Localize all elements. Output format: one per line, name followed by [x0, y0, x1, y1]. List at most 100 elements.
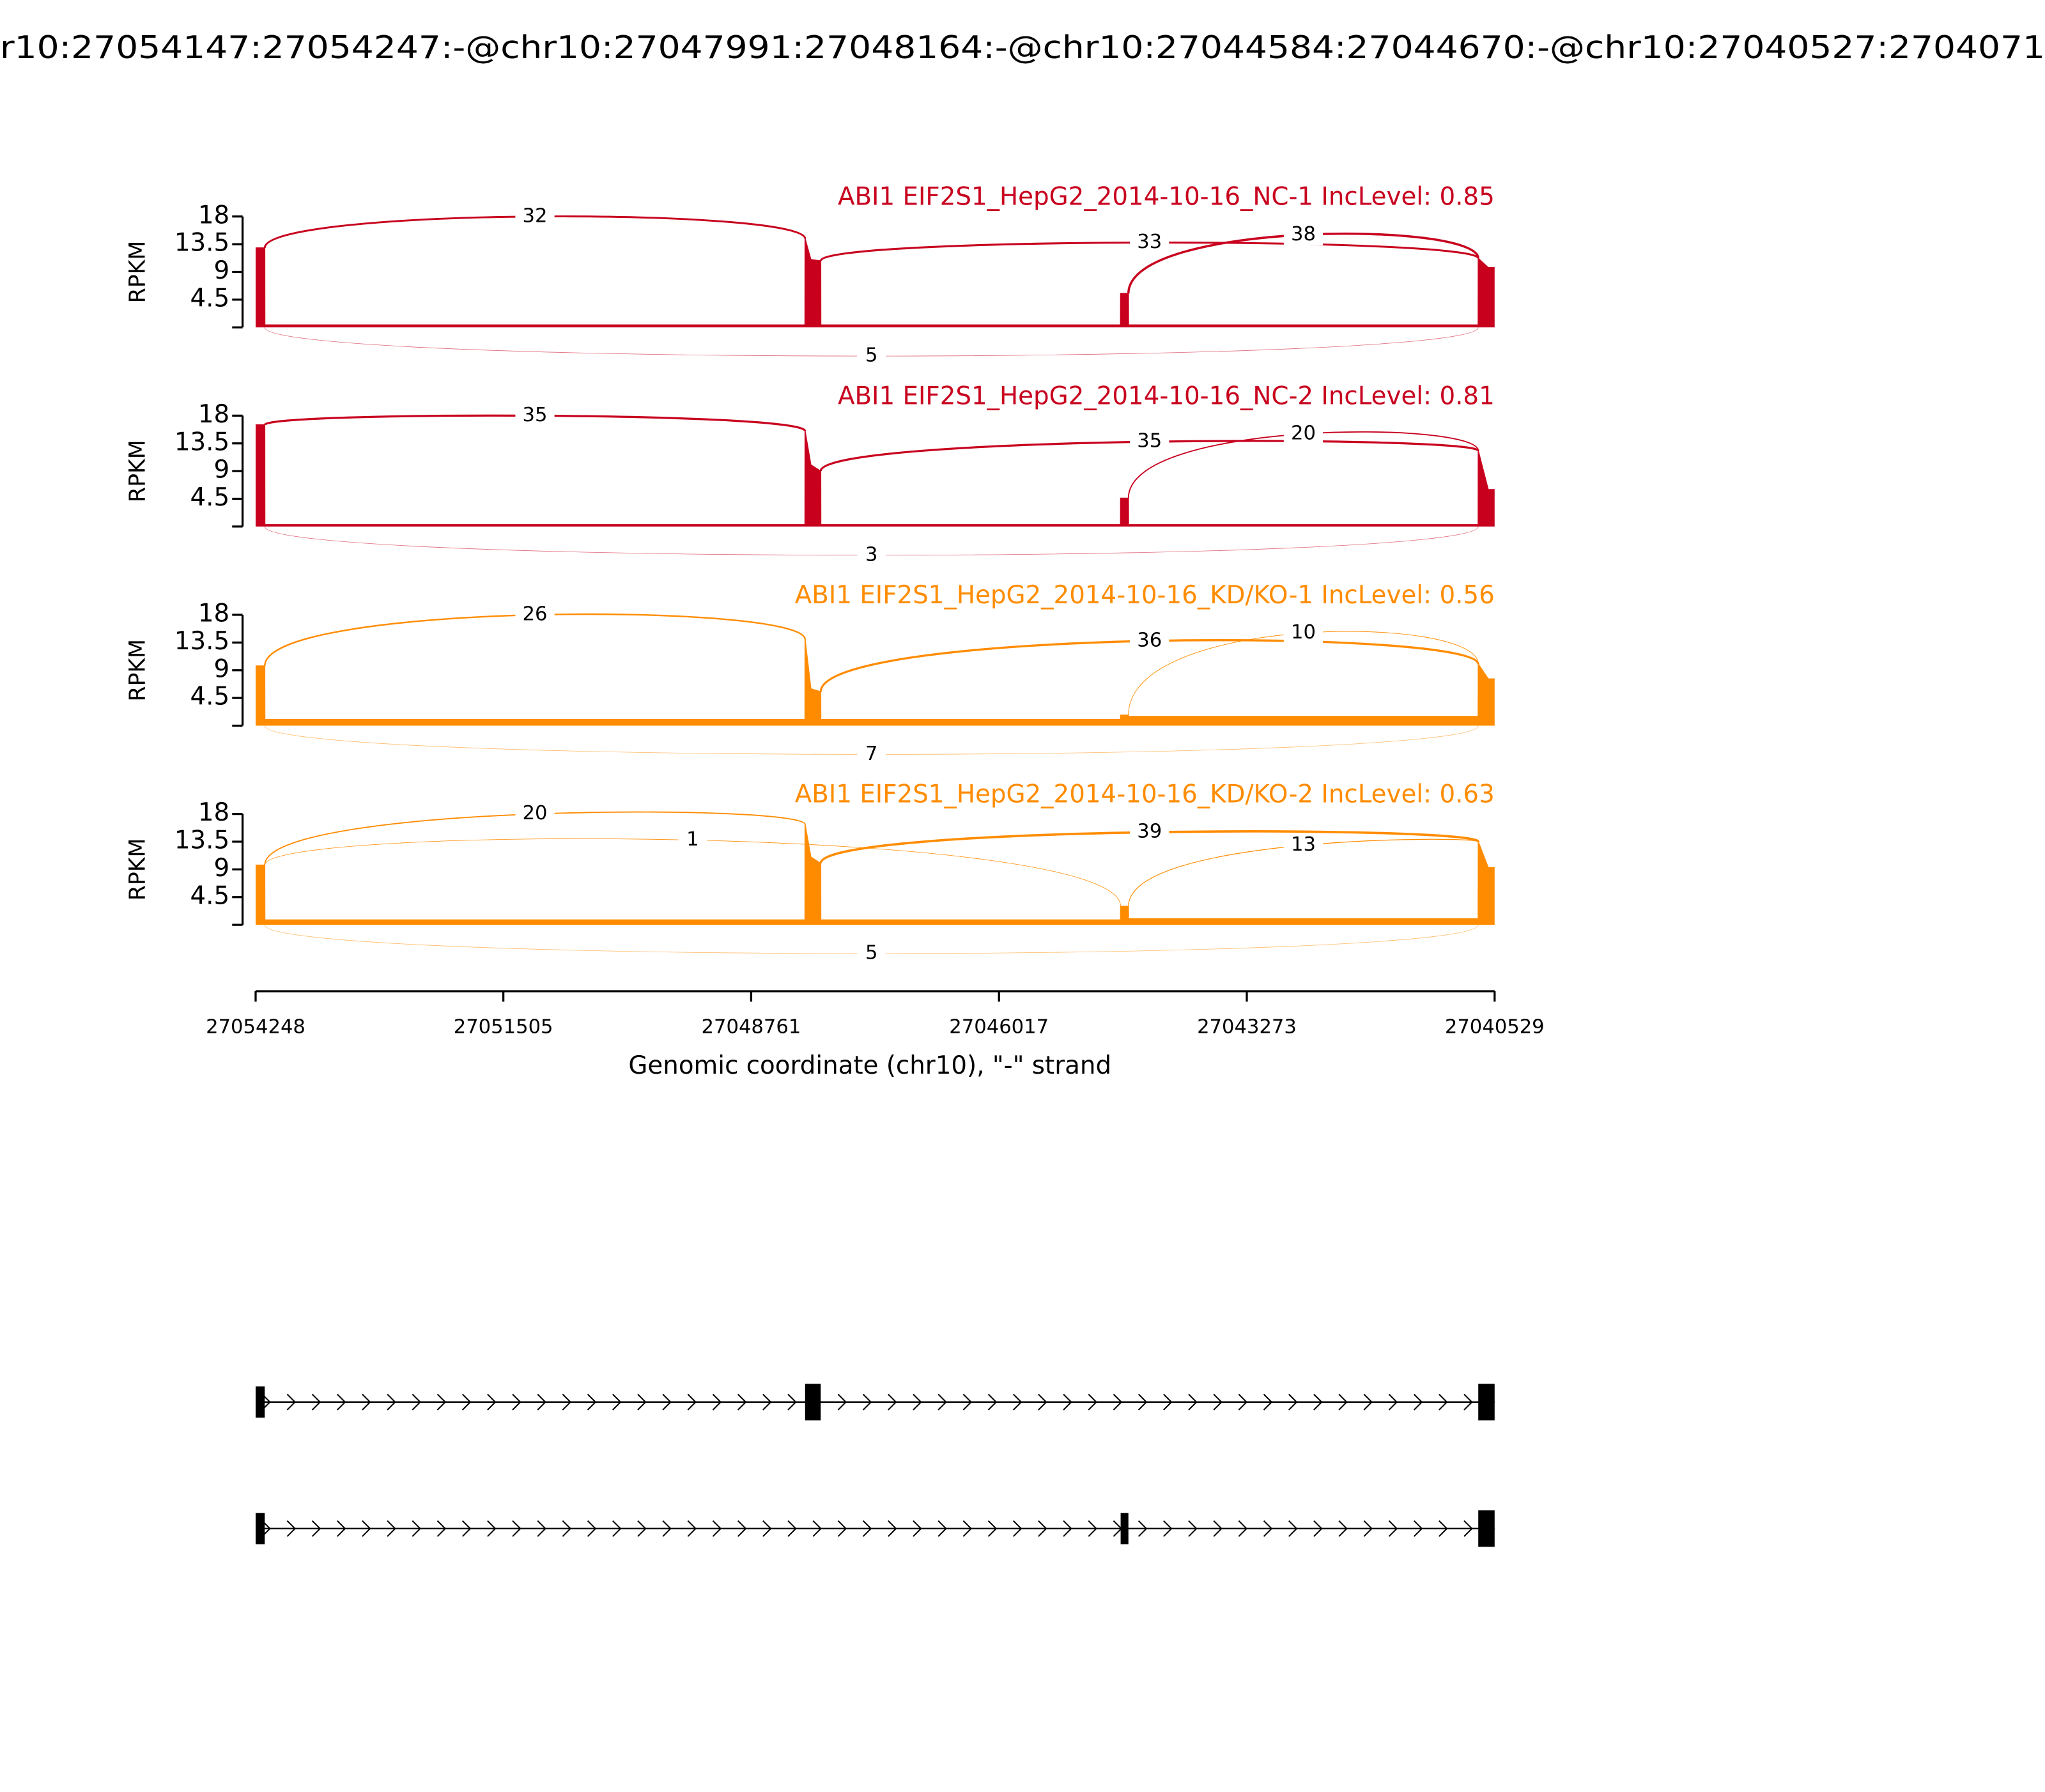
strand-arrow [712, 1520, 722, 1537]
strand-arrow [487, 1393, 497, 1410]
junction-label-bg [857, 345, 886, 367]
junction-label-bg [1283, 224, 1323, 245]
x-tick-label: 27046017 [949, 1016, 1049, 1039]
strand-arrow [1338, 1520, 1348, 1537]
strand-arrow [1138, 1520, 1148, 1537]
junction-label: 13 [1291, 833, 1316, 856]
strand-arrow [1463, 1520, 1473, 1537]
junction-label-bg [1130, 232, 1169, 253]
coverage-line [256, 824, 1495, 921]
junction-label: 36 [1137, 629, 1162, 651]
junction-label: 38 [1291, 223, 1316, 245]
coverage-line [256, 424, 1495, 525]
strand-arrow [637, 1393, 647, 1410]
strand-arrow [637, 1520, 647, 1537]
strand-arrow [862, 1520, 872, 1537]
strand-arrow [987, 1520, 998, 1537]
strand-arrow [662, 1393, 672, 1410]
x-tick-label: 27051505 [454, 1016, 553, 1039]
strand-arrow [1288, 1393, 1298, 1410]
strand-arrow [938, 1393, 947, 1410]
strand-arrow [1439, 1393, 1448, 1410]
junction-label: 26 [523, 603, 548, 626]
junction-label-bg [857, 744, 886, 765]
exon [1478, 1510, 1495, 1547]
junction-label-bg [515, 405, 555, 426]
junction-label-bg [1130, 821, 1169, 843]
strand-arrow [1363, 1393, 1373, 1410]
chart-title: r10:27054147:27054247:-@chr10:27047991:2… [0, 29, 2045, 66]
y-axis-label: RPKM [125, 639, 150, 702]
strand-arrow [537, 1520, 546, 1537]
strand-arrow [1113, 1393, 1123, 1410]
strand-arrow [286, 1393, 297, 1410]
strand-arrow [1413, 1520, 1423, 1537]
y-tick-label: 18 [198, 201, 229, 229]
strand-arrow [487, 1520, 497, 1537]
x-tick-label: 27054248 [206, 1016, 305, 1039]
y-tick-label: 13.5 [174, 826, 229, 855]
y-tick-label: 4.5 [190, 284, 230, 313]
junction-label-bg [857, 545, 886, 566]
strand-arrow [562, 1393, 572, 1410]
strand-arrow [1238, 1393, 1248, 1410]
strand-arrow [938, 1520, 947, 1537]
junction-label: 10 [1291, 621, 1316, 644]
strand-arrow [1238, 1520, 1248, 1537]
junction-label: 1 [686, 828, 698, 851]
y-tick-label: 13.5 [174, 627, 229, 656]
y-tick-label: 9 [214, 456, 230, 484]
strand-arrow [1188, 1520, 1198, 1537]
y-tick-label: 9 [214, 256, 230, 285]
strand-arrow [1038, 1393, 1047, 1410]
junction-label: 39 [1137, 821, 1162, 843]
junction-label: 20 [523, 802, 548, 824]
strand-arrow [387, 1393, 396, 1410]
junction-label-bg [1130, 630, 1169, 652]
strand-arrow [1038, 1520, 1047, 1537]
strand-arrow [888, 1393, 897, 1410]
y-axis-label: RPKM [125, 241, 150, 304]
strand-arrow [1012, 1520, 1022, 1537]
coverage-area [256, 639, 1495, 726]
strand-arrow [987, 1393, 998, 1410]
strand-arrow [337, 1393, 346, 1410]
strand-arrow [1063, 1393, 1072, 1410]
strand-arrow [362, 1393, 371, 1410]
y-axis-label: RPKM [125, 440, 150, 502]
y-tick-label: 18 [198, 400, 229, 429]
y-tick-label: 13.5 [174, 229, 229, 258]
strand-arrow [962, 1520, 973, 1537]
junction-label: 7 [865, 743, 877, 765]
strand-arrow [762, 1520, 772, 1537]
x-axis-label: Genomic coordinate (chr10), "-" strand [628, 1051, 1111, 1080]
strand-arrow [311, 1393, 321, 1410]
strand-arrow [436, 1520, 447, 1537]
strand-arrow [1213, 1520, 1223, 1537]
junction-label: 35 [523, 404, 548, 426]
strand-arrow [1463, 1393, 1473, 1410]
junction-label: 32 [523, 205, 548, 227]
strand-arrow [1388, 1520, 1398, 1537]
strand-arrow [537, 1393, 546, 1410]
sample-label: ABI1 EIF2S1_HepG2_2014-10-16_KD/KO-1 Inc… [795, 581, 1495, 610]
coverage-line [256, 639, 1495, 720]
strand-arrow [1263, 1393, 1273, 1410]
junction-label: 33 [1137, 231, 1162, 253]
junction-label-bg [515, 206, 555, 228]
strand-arrow [461, 1520, 472, 1537]
y-tick-label: 9 [214, 654, 230, 683]
strand-arrow [612, 1393, 622, 1410]
junction-label: 5 [865, 344, 877, 367]
junction-label: 3 [865, 543, 877, 566]
y-tick-label: 4.5 [190, 483, 230, 512]
exon [256, 1513, 265, 1545]
strand-arrow [1163, 1520, 1173, 1537]
junction-label: 20 [1291, 422, 1316, 444]
strand-arrow [436, 1393, 447, 1410]
strand-arrow [562, 1520, 572, 1537]
strand-arrow [762, 1393, 772, 1410]
strand-arrow [687, 1520, 697, 1537]
junction-label: 35 [1137, 430, 1162, 452]
